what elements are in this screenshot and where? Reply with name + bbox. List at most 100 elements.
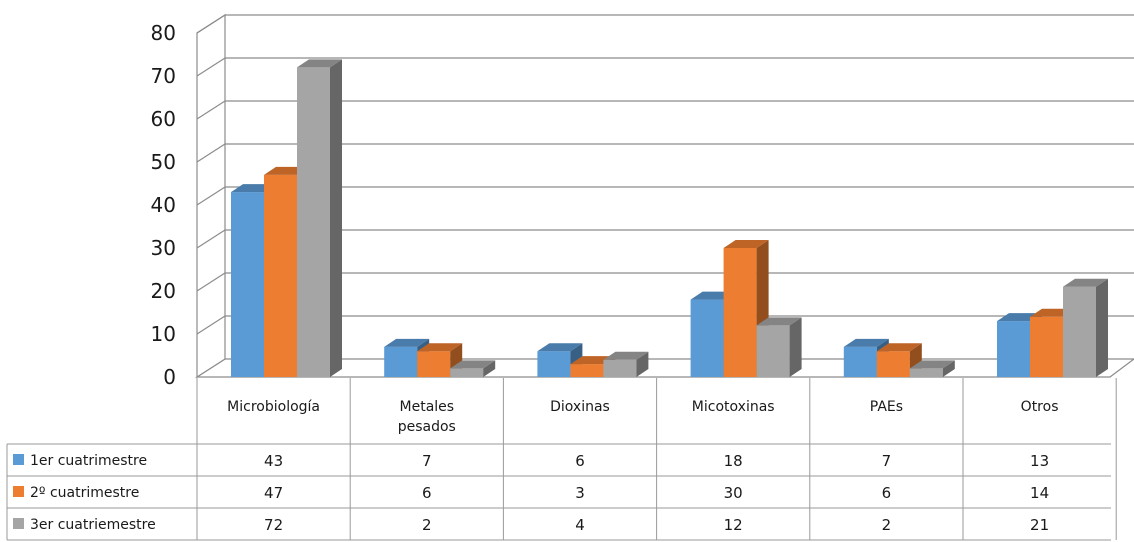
bar-3er-1 <box>450 360 496 377</box>
bar-front <box>297 67 330 378</box>
bar-3er-0 <box>297 59 342 378</box>
table-cell-value: 21 <box>1030 516 1049 534</box>
gridline-side <box>196 229 226 249</box>
bar-front <box>690 299 724 377</box>
bar-front <box>997 321 1030 377</box>
category-label: Micotoxinas <box>692 399 775 415</box>
bar-front <box>1063 286 1096 377</box>
y-tick-label: 40 <box>151 193 176 217</box>
bar-side <box>789 317 802 377</box>
bars <box>231 59 1108 378</box>
category-label-line: Metales <box>400 399 455 415</box>
table-cell-value: 30 <box>724 484 743 502</box>
y-tick-label: 80 <box>151 21 176 45</box>
bar-front <box>384 346 418 377</box>
bar-top <box>297 59 342 68</box>
bar-3er-5 <box>1063 278 1108 377</box>
bar-3er-4 <box>909 360 955 377</box>
bar-side <box>483 360 496 377</box>
table-cell-value: 43 <box>264 452 283 470</box>
gridline-side <box>196 143 226 163</box>
table-cell-value: 6 <box>422 484 432 502</box>
category-label-line: Micotoxinas <box>692 399 775 415</box>
bar-top <box>384 338 430 347</box>
bar-2º-3 <box>723 240 769 377</box>
legend-label: 3er cuatriemestre <box>30 517 156 533</box>
y-tick-label: 50 <box>151 150 176 174</box>
y-tick-label: 10 <box>151 322 176 346</box>
bar-front <box>537 351 571 377</box>
bar-side <box>330 59 342 378</box>
y-tick-label: 20 <box>151 279 176 303</box>
bar-side <box>636 351 649 377</box>
bar-front <box>843 346 877 377</box>
table-cell-value: 72 <box>264 516 283 534</box>
bar-side <box>1096 278 1108 377</box>
bar-front <box>723 248 757 377</box>
bar-top <box>909 360 955 369</box>
table-cell-value: 7 <box>882 452 892 470</box>
bar-top <box>450 360 496 369</box>
legend-key <box>13 454 24 465</box>
gridline-side <box>196 272 226 292</box>
table-cell-value: 12 <box>724 516 743 534</box>
gridline-side <box>196 186 226 206</box>
category-label: PAEs <box>870 399 903 415</box>
gridline-side <box>196 57 226 77</box>
gridline-side <box>196 100 226 120</box>
category-label-line: pesados <box>398 419 456 435</box>
bar-front <box>603 359 637 377</box>
category-label-line: Microbiología <box>227 399 320 415</box>
bar-side <box>942 360 955 377</box>
bar-3er-3 <box>756 317 802 377</box>
bar-top <box>537 343 583 352</box>
data-table: Microbiología Metales pesados Dioxinas Micot… <box>6 378 1117 541</box>
bar-top <box>417 343 463 352</box>
bar-front <box>417 351 451 377</box>
category-label-line: PAEs <box>870 399 903 415</box>
gridline-side <box>196 315 226 335</box>
table-cell-value: 2 <box>422 516 432 534</box>
y-tick-label: 60 <box>151 107 176 131</box>
bar-top <box>723 240 769 248</box>
bar-front <box>876 351 910 377</box>
legend-label: 2º cuatrimestre <box>30 485 139 501</box>
table-cell-value: 6 <box>882 484 892 502</box>
category-label-line: Dioxinas <box>550 399 610 415</box>
bar-top <box>756 317 802 326</box>
y-tick-label: 0 <box>163 365 176 389</box>
bar-front <box>1030 316 1063 377</box>
bar-top <box>1063 278 1108 287</box>
bar-front <box>231 192 264 377</box>
table-cell-value: 13 <box>1030 452 1049 470</box>
bar-front <box>909 368 943 377</box>
bar-top <box>603 351 649 360</box>
table-cell-value: 4 <box>575 516 585 534</box>
table-cell-value: 14 <box>1030 484 1049 502</box>
table-cell-value: 6 <box>575 452 585 470</box>
category-label: Otros <box>1021 399 1059 415</box>
bar-3er-2 <box>603 351 649 377</box>
bar-front <box>756 325 790 377</box>
category-label-line: Otros <box>1021 399 1059 415</box>
table-cell-value: 7 <box>422 452 432 470</box>
legend-key <box>13 486 24 497</box>
category-label: Metales pesados <box>398 399 456 435</box>
legend-label: 1er cuatrimestre <box>30 453 147 469</box>
legend-key <box>13 518 24 529</box>
y-tick-label: 30 <box>151 236 176 260</box>
table-cell-value: 18 <box>724 452 743 470</box>
bar-top <box>876 343 922 352</box>
bar-front <box>450 368 484 377</box>
bar-front <box>570 364 604 377</box>
category-label: Dioxinas <box>550 399 610 415</box>
gridline-side <box>196 14 226 34</box>
table-cell-value: 47 <box>264 484 283 502</box>
bar-top <box>843 338 889 347</box>
table-cell-value: 3 <box>575 484 585 502</box>
bar-front <box>264 174 297 377</box>
category-label: Microbiología <box>227 399 320 415</box>
table-cell-value: 2 <box>882 516 892 534</box>
y-tick-label: 70 <box>151 64 176 88</box>
